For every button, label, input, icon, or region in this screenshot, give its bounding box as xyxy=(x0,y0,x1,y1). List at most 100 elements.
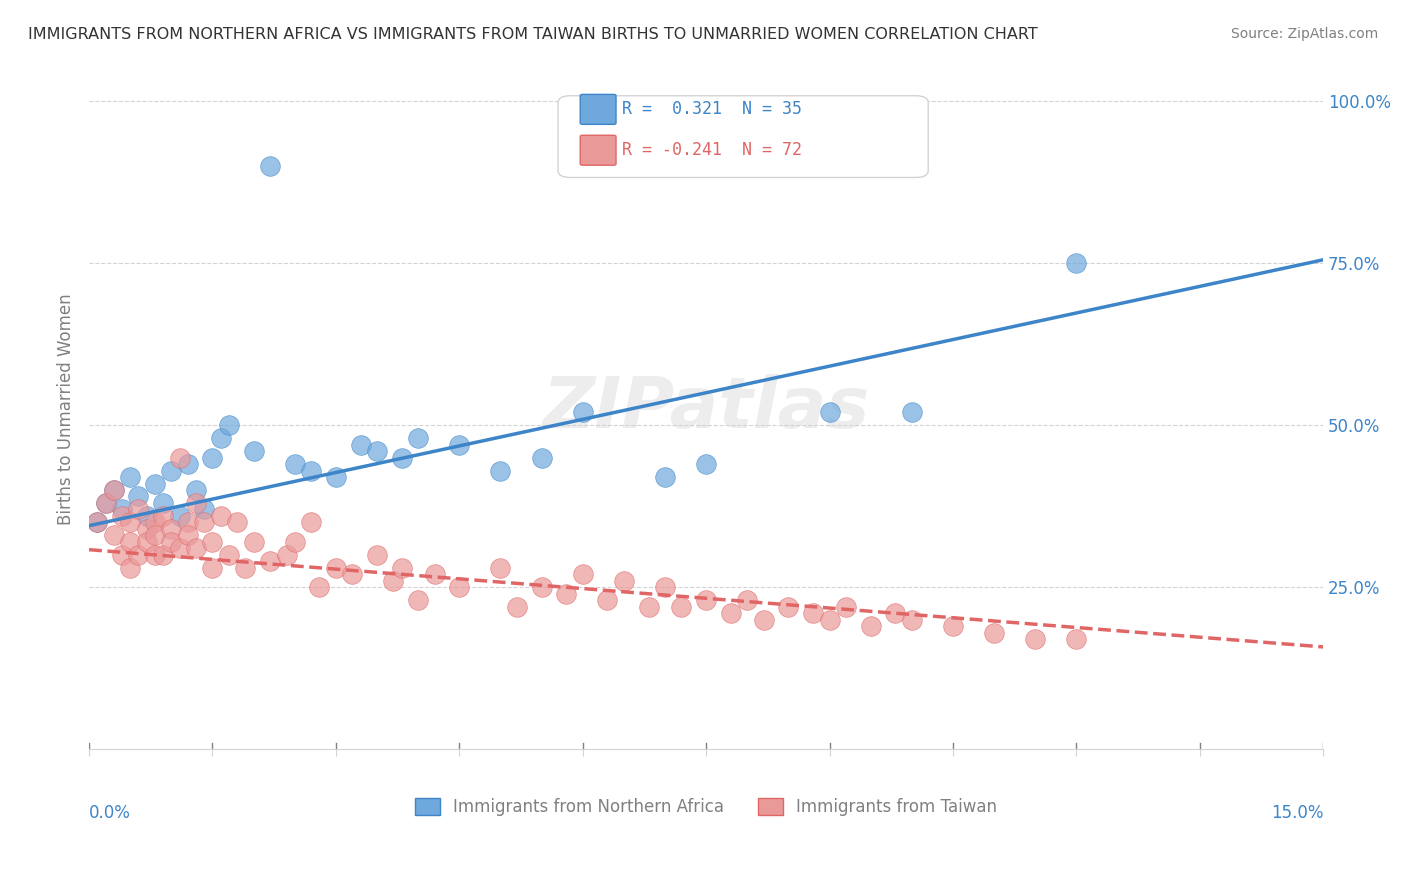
Point xyxy=(209,508,232,523)
Point xyxy=(135,534,157,549)
Point xyxy=(506,599,529,614)
FancyBboxPatch shape xyxy=(558,95,928,178)
Point xyxy=(94,496,117,510)
Point xyxy=(299,516,322,530)
Point xyxy=(103,528,125,542)
Point xyxy=(184,496,207,510)
Point xyxy=(695,593,717,607)
Point xyxy=(152,508,174,523)
Point xyxy=(259,554,281,568)
Text: ZIPatlas: ZIPatlas xyxy=(543,375,870,443)
Point xyxy=(242,534,264,549)
Point xyxy=(654,580,676,594)
Point xyxy=(406,431,429,445)
Point xyxy=(342,567,364,582)
Point xyxy=(942,619,965,633)
Point xyxy=(391,561,413,575)
Point xyxy=(308,580,330,594)
Point xyxy=(201,450,224,465)
Text: R = -0.241  N = 72: R = -0.241 N = 72 xyxy=(623,141,803,160)
Point xyxy=(818,405,841,419)
Point xyxy=(193,516,215,530)
Point xyxy=(177,528,200,542)
Point xyxy=(489,561,512,575)
Text: 0.0%: 0.0% xyxy=(89,804,131,822)
Point xyxy=(613,574,636,588)
Point xyxy=(160,534,183,549)
Point xyxy=(284,534,307,549)
Point xyxy=(391,450,413,465)
Point xyxy=(671,599,693,614)
FancyBboxPatch shape xyxy=(581,95,616,124)
Point xyxy=(530,580,553,594)
Point xyxy=(637,599,659,614)
Point xyxy=(120,516,142,530)
Point xyxy=(184,541,207,556)
Point xyxy=(152,496,174,510)
Point xyxy=(349,437,371,451)
Point xyxy=(160,464,183,478)
Point xyxy=(884,606,907,620)
Point xyxy=(530,450,553,465)
Point xyxy=(596,593,619,607)
Point xyxy=(111,508,134,523)
Point xyxy=(135,522,157,536)
Point xyxy=(209,431,232,445)
Point xyxy=(86,516,108,530)
Point xyxy=(720,606,742,620)
Point xyxy=(226,516,249,530)
Point xyxy=(143,476,166,491)
Point xyxy=(571,405,593,419)
Point xyxy=(218,548,240,562)
Point xyxy=(695,457,717,471)
Point xyxy=(1024,632,1046,647)
Point xyxy=(818,613,841,627)
Point xyxy=(127,490,149,504)
Point xyxy=(193,502,215,516)
Point xyxy=(325,561,347,575)
Point xyxy=(449,580,471,594)
Text: 15.0%: 15.0% xyxy=(1271,804,1323,822)
Text: Source: ZipAtlas.com: Source: ZipAtlas.com xyxy=(1230,27,1378,41)
Point xyxy=(325,470,347,484)
Point xyxy=(120,561,142,575)
Point xyxy=(135,508,157,523)
Point xyxy=(143,528,166,542)
Y-axis label: Births to Unmarried Women: Births to Unmarried Women xyxy=(58,293,75,524)
Legend: Immigrants from Northern Africa, Immigrants from Taiwan: Immigrants from Northern Africa, Immigra… xyxy=(408,791,1004,822)
FancyBboxPatch shape xyxy=(581,136,616,165)
Point xyxy=(1066,632,1088,647)
Point xyxy=(143,516,166,530)
Point xyxy=(169,450,191,465)
Point xyxy=(366,548,388,562)
Point xyxy=(900,405,922,419)
Point xyxy=(654,470,676,484)
Point xyxy=(111,548,134,562)
Point xyxy=(382,574,405,588)
Point xyxy=(152,548,174,562)
Point xyxy=(752,613,775,627)
Point xyxy=(177,516,200,530)
Point xyxy=(143,548,166,562)
Text: IMMIGRANTS FROM NORTHERN AFRICA VS IMMIGRANTS FROM TAIWAN BIRTHS TO UNMARRIED WO: IMMIGRANTS FROM NORTHERN AFRICA VS IMMIG… xyxy=(28,27,1038,42)
Point xyxy=(184,483,207,497)
Point xyxy=(299,464,322,478)
Point xyxy=(169,508,191,523)
Point xyxy=(1066,256,1088,270)
Point xyxy=(778,599,800,614)
Point xyxy=(160,522,183,536)
Point xyxy=(449,437,471,451)
Point xyxy=(366,444,388,458)
Point xyxy=(120,534,142,549)
Point xyxy=(103,483,125,497)
Point xyxy=(201,561,224,575)
Point xyxy=(218,418,240,433)
Point xyxy=(801,606,824,620)
Point xyxy=(571,567,593,582)
Point xyxy=(284,457,307,471)
Point xyxy=(127,502,149,516)
Point xyxy=(259,159,281,173)
Point xyxy=(94,496,117,510)
Point xyxy=(120,470,142,484)
Point xyxy=(235,561,257,575)
